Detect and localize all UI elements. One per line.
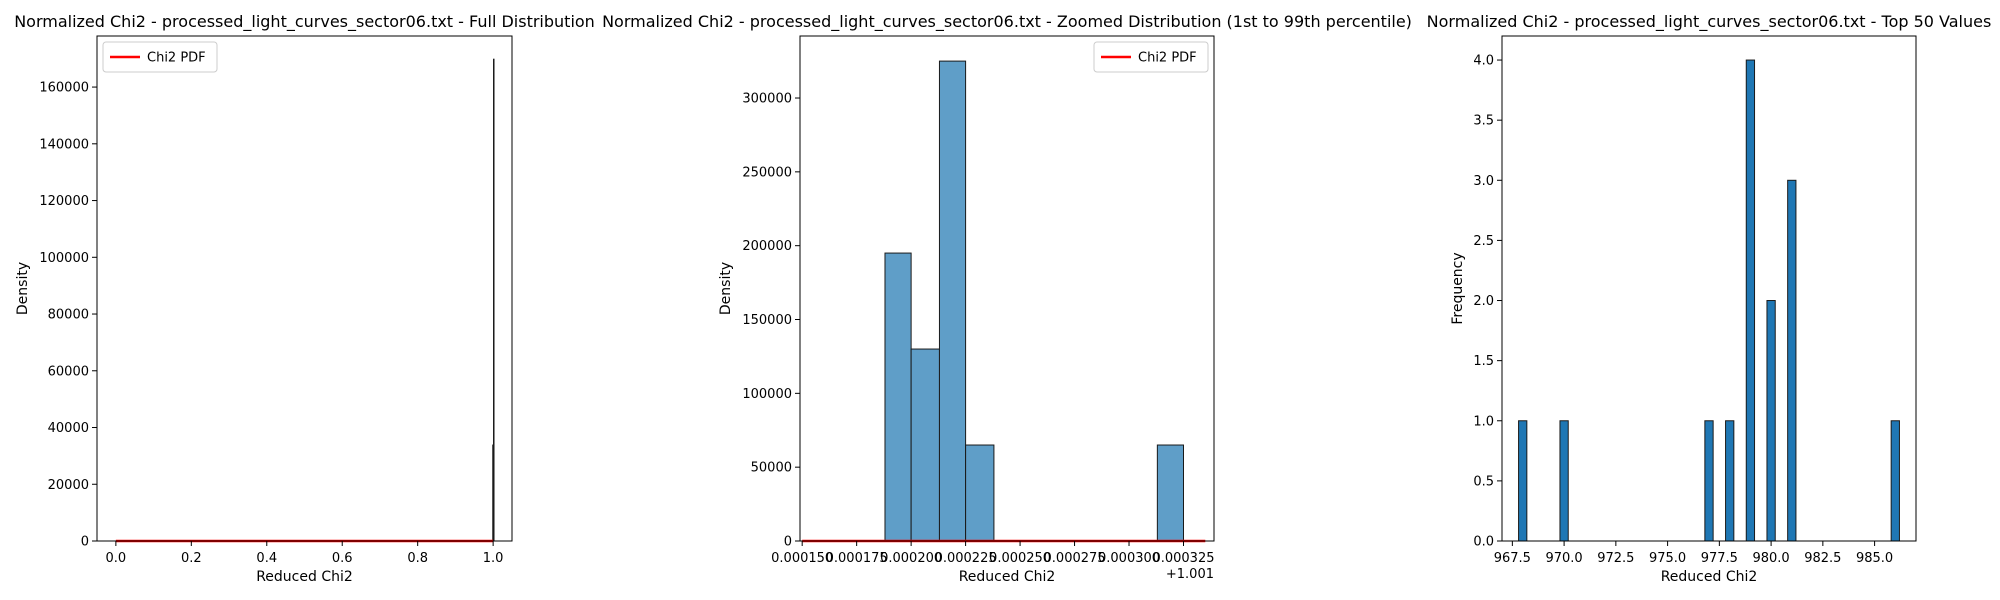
axes-frame: [799, 35, 1215, 542]
y-tick-label: 0: [81, 535, 89, 550]
x-tick-label: 0.4: [256, 551, 277, 566]
legend-entry: Chi2 PDF: [147, 51, 206, 66]
y-axis-label: Density: [718, 262, 734, 315]
histogram-bar-8: [1890, 420, 1900, 542]
histogram-bar-4: [1725, 420, 1735, 542]
x-axis-label: Reduced Chi2: [1661, 569, 1758, 585]
axes-frame: [1501, 35, 1917, 542]
y-tick-label: 140000: [39, 137, 89, 152]
histogram-bar-5: [1745, 59, 1756, 542]
y-tick-label: 3.5: [1473, 114, 1494, 129]
y-axis-label: Density: [15, 262, 31, 315]
x-tick-label: 972.5: [1597, 551, 1634, 566]
histogram-bar-1: [492, 444, 494, 541]
y-tick-label: 150000: [742, 313, 792, 328]
x-tick-label: 0.2: [181, 551, 202, 566]
x-tick-label: 967.5: [1494, 551, 1531, 566]
axes-frame: [96, 35, 513, 542]
x-tick-label: 975.0: [1649, 551, 1686, 566]
y-tick-label: 300000: [742, 92, 792, 107]
legend: Chi2 PDF: [1093, 41, 1209, 73]
y-tick-label: 250000: [742, 165, 792, 180]
histogram-bar-1: [884, 252, 912, 542]
x-tick-label: 980.0: [1752, 551, 1789, 566]
y-tick-label: 50000: [751, 461, 792, 476]
x-tick-label: 0.0: [106, 551, 127, 566]
y-tick-label: 3.0: [1473, 174, 1494, 189]
y-tick-label: 2.5: [1473, 234, 1494, 249]
chart-panel-1: 0.0 0.2 0.4 0.6 0.8 1.0 0 20000 40000 60000 80000 1…: [14, 12, 595, 585]
x-tick-label: 0.000275: [1044, 551, 1106, 566]
x-tick-label: 0.000325: [1152, 551, 1214, 566]
histogram-bar-4: [965, 444, 995, 542]
y-tick-label: 4.0: [1473, 54, 1494, 69]
x-tick-label: 0.000150: [771, 551, 833, 566]
legend: Chi2 PDF: [102, 41, 218, 73]
x-tick-label: 0.8: [407, 551, 428, 566]
histogram-bar-2: [1559, 420, 1569, 542]
histogram-bar-6: [1766, 300, 1776, 542]
y-tick-label: 120000: [39, 194, 89, 209]
x-tick-label: 977.5: [1701, 551, 1738, 566]
y-tick-label: 200000: [742, 239, 792, 254]
x-tick-label: 0.000175: [826, 551, 888, 566]
y-tick-label: 80000: [48, 308, 89, 323]
y-tick-label: 20000: [48, 478, 89, 493]
histogram-bar-2: [910, 348, 940, 542]
legend-box: [102, 41, 218, 73]
x-tick-label: 0.000300: [1098, 551, 1160, 566]
x-offset-label: +1.001: [1166, 567, 1214, 582]
x-tick-label: 982.5: [1804, 551, 1841, 566]
histogram-bar-3: [1704, 420, 1714, 542]
y-tick-label: 2.0: [1473, 294, 1494, 309]
histogram-bar-7: [1787, 179, 1797, 542]
y-tick-label: 1.0: [1473, 414, 1494, 429]
x-tick-label: 0.000225: [935, 551, 997, 566]
y-tick-label: 160000: [39, 81, 89, 96]
histogram-bar-5: [1156, 444, 1184, 542]
x-axis-label: Reduced Chi2: [256, 569, 353, 585]
chart-panel-3: 967.5 970.0 972.5 975.0 977.5 980.0 982.5 985.0…: [1427, 12, 1992, 585]
y-tick-label: 0.0: [1473, 535, 1494, 550]
x-tick-label: 970.0: [1545, 551, 1582, 566]
y-tick-label: 0.5: [1473, 474, 1494, 489]
legend-entry: Chi2 PDF: [1138, 51, 1197, 66]
x-tick-label: 0.6: [332, 551, 353, 566]
histogram-bar-3: [938, 60, 967, 542]
x-tick-label: 0.000250: [989, 551, 1051, 566]
histogram-bar-1: [1518, 420, 1528, 542]
x-axis-label: Reduced Chi2: [959, 569, 1056, 585]
y-tick-label: 1.5: [1473, 354, 1494, 369]
histogram-bar-2: [493, 58, 495, 542]
chart-panel-2: 0.0001500.0001750.0002000.0002250.000250…: [602, 12, 1412, 585]
chart-title: Normalized Chi2 - processed_light_curves…: [602, 12, 1412, 32]
y-tick-label: 100000: [39, 251, 89, 266]
chart-title: Normalized Chi2 - processed_light_curves…: [14, 12, 595, 32]
x-tick-label: 985.0: [1856, 551, 1893, 566]
y-tick-label: 40000: [48, 421, 89, 436]
chart-title: Normalized Chi2 - processed_light_curves…: [1427, 12, 1992, 32]
legend-box: [1093, 41, 1209, 73]
y-tick-label: 100000: [742, 387, 792, 402]
x-tick-label: 1.0: [483, 551, 504, 566]
y-axis-label: Frequency: [1450, 252, 1466, 324]
x-tick-label: 0.000200: [880, 551, 942, 566]
y-tick-label: 60000: [48, 364, 89, 379]
y-tick-label: 0: [784, 535, 792, 550]
